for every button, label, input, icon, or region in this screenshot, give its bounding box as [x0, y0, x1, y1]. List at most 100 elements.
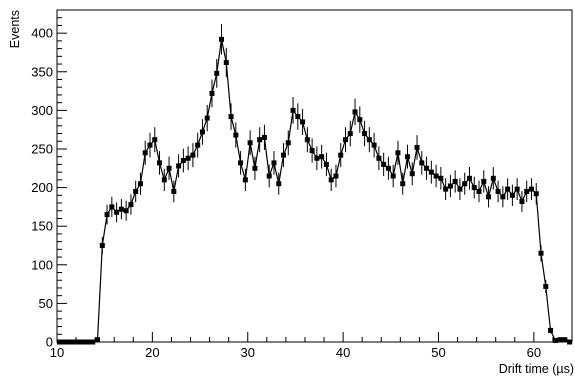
data-point	[199, 129, 205, 135]
data-point	[519, 198, 525, 204]
data-point	[424, 165, 430, 171]
data-point	[524, 188, 530, 194]
data-point	[261, 134, 267, 140]
data-point	[347, 131, 353, 137]
y-tick-label: 100	[31, 257, 53, 272]
data-point	[204, 115, 210, 121]
x-tick-label: 10	[50, 345, 64, 360]
data-point	[257, 137, 263, 143]
data-point	[109, 204, 115, 210]
data-point	[161, 177, 167, 183]
data-point	[462, 181, 468, 187]
data-point	[357, 117, 363, 123]
series-line	[59, 39, 570, 343]
data-point	[157, 160, 163, 166]
data-point	[528, 186, 534, 192]
data-point	[557, 337, 563, 343]
data-point	[319, 154, 325, 160]
data-point	[490, 175, 496, 181]
data-point	[171, 188, 177, 194]
data-point	[180, 158, 186, 164]
y-tick-label: 300	[31, 103, 53, 118]
data-point	[428, 169, 434, 175]
x-tick-label: 20	[145, 345, 159, 360]
data-point	[233, 132, 239, 138]
y-tick-label: 0	[46, 335, 53, 350]
data-point	[304, 137, 310, 143]
x-tick-label: 40	[336, 345, 350, 360]
data-point	[152, 137, 158, 143]
data-point	[486, 194, 492, 200]
y-tick-label: 400	[31, 26, 53, 41]
data-point	[247, 140, 253, 146]
data-point	[395, 150, 401, 156]
data-point	[500, 194, 506, 200]
x-tick-label: 50	[431, 345, 445, 360]
data-point	[404, 154, 410, 160]
data-point	[85, 339, 91, 345]
data-point	[314, 155, 320, 161]
data-point	[414, 144, 420, 150]
plot-frame	[56, 9, 573, 343]
data-point	[295, 114, 301, 120]
data-point	[338, 152, 344, 158]
data-point	[366, 137, 372, 143]
data-point	[562, 337, 568, 343]
data-point	[567, 339, 573, 345]
data-point	[166, 165, 172, 171]
y-tick-label: 50	[39, 296, 53, 311]
x-axis-title: Drift time (µs)	[499, 362, 574, 376]
data-point	[99, 242, 105, 248]
data-point	[538, 250, 544, 256]
data-point	[142, 150, 148, 156]
data-point	[300, 119, 306, 125]
data-point	[495, 188, 501, 194]
y-tick-label: 350	[31, 64, 53, 79]
data-point	[309, 148, 315, 154]
data-point	[219, 36, 225, 42]
data-point	[114, 209, 120, 215]
data-point	[352, 109, 358, 115]
data-point	[438, 175, 444, 181]
data-point	[533, 191, 539, 197]
data-point	[228, 114, 234, 120]
data-point	[543, 283, 549, 289]
data-point	[90, 339, 96, 345]
data-point	[328, 177, 334, 183]
data-point	[509, 192, 515, 198]
data-point	[133, 188, 139, 194]
data-point	[476, 188, 482, 194]
data-point	[505, 186, 511, 192]
data-point	[266, 173, 272, 179]
data-point	[514, 186, 520, 192]
data-point	[481, 178, 487, 184]
data-point	[242, 177, 248, 183]
data-point	[433, 173, 439, 179]
data-point	[195, 142, 201, 148]
data-point	[443, 186, 449, 192]
data-point	[385, 165, 391, 171]
data-point	[223, 60, 229, 66]
data-point	[390, 173, 396, 179]
data-point	[400, 181, 406, 187]
data-point	[276, 181, 282, 187]
y-tick-label: 250	[31, 141, 53, 156]
data-point	[209, 90, 215, 96]
data-point	[137, 181, 143, 187]
data-point	[66, 339, 72, 345]
data-point	[333, 173, 339, 179]
y-axis-title: Events	[8, 10, 22, 48]
y-tick-label: 200	[31, 180, 53, 195]
data-point	[185, 155, 191, 161]
data-point	[447, 183, 453, 189]
data-point	[71, 339, 77, 345]
data-point	[214, 70, 220, 76]
data-point	[281, 152, 287, 158]
data-point	[271, 160, 277, 166]
data-point	[471, 185, 477, 191]
data-point	[342, 137, 348, 143]
data-point	[176, 163, 182, 169]
data-point	[128, 202, 134, 208]
data-point	[457, 186, 463, 192]
